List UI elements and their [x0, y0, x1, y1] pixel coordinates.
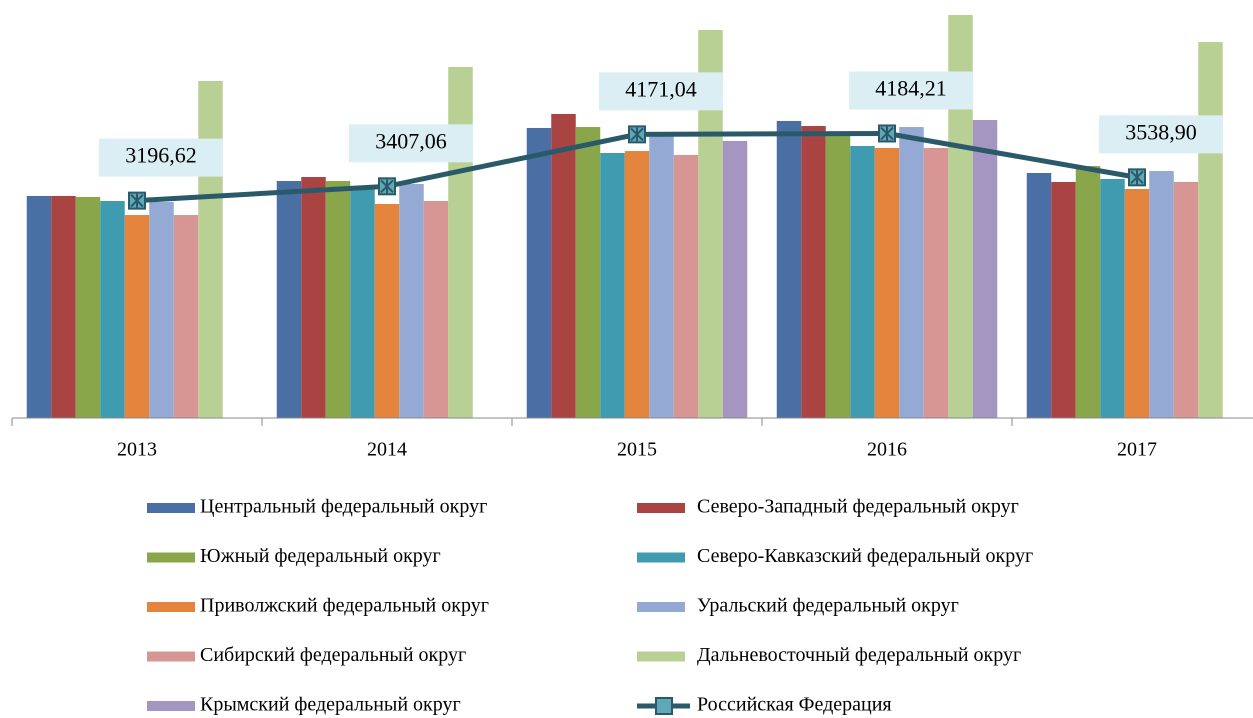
line-marker-x	[630, 127, 644, 142]
data-label-box	[99, 138, 223, 177]
bar	[1051, 181, 1076, 418]
bar	[526, 127, 552, 418]
line-marker-x	[130, 193, 144, 208]
bar	[1198, 42, 1223, 418]
legend-marker	[655, 697, 673, 715]
data-label: 4184,21	[875, 76, 947, 101]
legend-label: Центральный федеральный округ	[200, 496, 487, 518]
legend-label: Уральский федеральный округ	[697, 595, 959, 617]
data-label-box	[1099, 115, 1223, 154]
bar	[448, 66, 473, 418]
line-marker-x	[380, 179, 394, 194]
bar	[649, 133, 674, 418]
bar	[874, 147, 900, 419]
bar	[26, 195, 52, 418]
legend-label: Российская Федерация	[697, 694, 892, 716]
legend-swatch	[637, 651, 685, 662]
bar	[173, 215, 199, 418]
bar	[551, 113, 576, 419]
legend-label: Приволжский федеральный округ	[200, 595, 489, 617]
data-label: 3407,06	[375, 128, 447, 153]
legend-swatch	[147, 552, 195, 563]
bar	[575, 127, 601, 418]
bar	[374, 204, 400, 418]
legend-swatch	[147, 701, 195, 711]
bar	[423, 201, 449, 418]
bar	[923, 147, 949, 419]
bar	[1149, 171, 1174, 418]
x-tick-label: 2015	[617, 439, 657, 461]
legend-label: Южный федеральный округ	[200, 545, 441, 567]
bar	[1026, 172, 1052, 418]
x-tick-label: 2013	[117, 439, 157, 461]
data-label: 3196,62	[125, 143, 197, 168]
bar	[149, 202, 174, 418]
bar	[198, 80, 223, 418]
legend-label: Северо-Кавказский федеральный округ	[697, 545, 1033, 567]
data-label: 3538,90	[1125, 119, 1197, 144]
bar	[75, 197, 101, 418]
bar	[801, 126, 826, 419]
bar	[1075, 165, 1101, 418]
bar	[124, 215, 150, 418]
legend-swatch	[147, 651, 195, 662]
bar	[624, 151, 650, 419]
data-label-box	[349, 124, 473, 163]
legend-swatch	[637, 503, 685, 513]
legend-label: Сибирский федеральный округ	[200, 644, 466, 666]
data-label: 4171,04	[625, 76, 697, 101]
bar	[825, 131, 851, 418]
bar	[1100, 178, 1125, 418]
x-tick-label: 2017	[1117, 439, 1157, 461]
bar	[722, 140, 748, 418]
bar	[301, 177, 326, 418]
bar	[399, 184, 424, 418]
bar	[100, 201, 125, 418]
data-label-box	[599, 72, 723, 111]
bar	[1173, 181, 1199, 418]
bar	[600, 153, 625, 418]
legend-swatch	[147, 602, 195, 612]
bar	[899, 127, 924, 418]
legend-label: Крымский федеральный округ	[200, 694, 461, 716]
legend-label: Северо-Западный федеральный округ	[697, 496, 1019, 518]
legend-swatch	[637, 552, 685, 563]
x-tick-label: 2016	[867, 439, 907, 461]
bar	[972, 120, 998, 419]
bar	[850, 146, 875, 418]
line-marker-x	[880, 126, 894, 141]
bar	[350, 185, 375, 418]
bar	[673, 154, 699, 418]
legend-swatch	[637, 602, 685, 612]
bar	[51, 195, 76, 418]
data-label-box	[849, 71, 973, 110]
bar	[276, 181, 302, 418]
bar	[776, 120, 802, 418]
bar	[325, 181, 351, 418]
bar	[1124, 188, 1150, 418]
line-marker-x	[1130, 170, 1144, 185]
x-tick-label: 2014	[367, 439, 407, 461]
legend-label: Дальневосточный федеральный округ	[697, 644, 1021, 666]
legend-swatch	[147, 503, 195, 513]
